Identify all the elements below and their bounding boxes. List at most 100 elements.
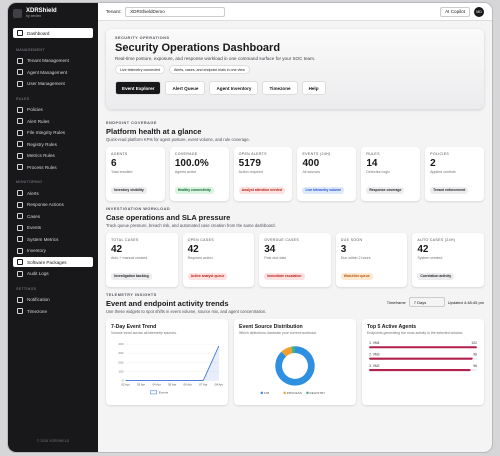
bar xyxy=(369,346,477,349)
bar xyxy=(369,369,471,372)
kpi-note: Past due date xyxy=(264,256,287,260)
kpi-value: 5179 xyxy=(238,158,261,169)
nav-groups: MANAGEMENT Tenant Management Agent Managem… xyxy=(13,40,93,318)
agent-value: 102 xyxy=(471,341,477,345)
nav-item[interactable]: Notification xyxy=(13,295,93,305)
section-title: Event and endpoint activity trends xyxy=(106,299,229,308)
nav-item[interactable]: Metrics Rules xyxy=(13,151,93,161)
sidebar-footer: © 2026 XDRSHIELD xyxy=(36,439,70,443)
kpi-label: EVENTS (24H) xyxy=(302,152,331,156)
copilot-button[interactable]: AI Copilot xyxy=(440,6,470,17)
section-title: Platform health at a glance xyxy=(106,127,202,136)
legend-dot xyxy=(260,391,264,395)
nav-label: Metrics Rules xyxy=(27,153,55,158)
nav-item[interactable]: File Integrity Rules xyxy=(13,128,93,138)
nav-item[interactable]: Events xyxy=(13,223,93,233)
widget-title: Event Source Distribution xyxy=(239,324,303,330)
kpi-note: Total enrolled xyxy=(111,170,133,174)
buttons: Event Explorer Alert Queue Agent Inventory… xyxy=(115,81,475,95)
nav-item[interactable]: Policies xyxy=(13,105,93,115)
pills: Live telemetry connected Alerts, cases, a… xyxy=(115,65,475,74)
nav-item[interactable]: Tenant Management xyxy=(13,56,93,66)
nav-icon xyxy=(17,247,23,254)
kpi-value: 3 xyxy=(340,244,347,255)
kpi-note: Action required xyxy=(238,170,263,174)
nav-item[interactable]: Registry Rules xyxy=(13,139,93,149)
nav-item[interactable]: Process Rules xyxy=(13,162,93,172)
nav-icon xyxy=(17,236,23,242)
nav-item[interactable]: System Metrics xyxy=(13,234,93,244)
nav-icon xyxy=(17,213,23,219)
kpi-note: All sources xyxy=(302,170,321,174)
nav-icon xyxy=(17,224,23,231)
hero-button[interactable]: Alert Queue xyxy=(165,81,206,95)
section-subtitle: Use these widgets to spot shifts in even… xyxy=(106,309,267,314)
nav-item[interactable]: Alert Rules xyxy=(13,116,93,126)
kpi-badge: Analyst attention needed xyxy=(238,186,285,194)
nav-icon xyxy=(17,201,23,208)
nav-icon xyxy=(17,118,23,124)
nav-label: Response Actions xyxy=(27,202,64,207)
nav-icon xyxy=(17,190,23,196)
nav-item[interactable]: Audit Logs xyxy=(13,269,93,279)
nav-label: Alerts xyxy=(27,190,39,196)
x-tick-label: 04 Apr xyxy=(152,383,160,387)
kpi-card: EVENTS (24H) 400 All sources Live telemetry… xyxy=(297,147,357,201)
pie-slice xyxy=(291,346,295,354)
hero-button[interactable]: Event Explorer xyxy=(115,81,162,95)
hero: SECURITY OPERATIONS Security Operations … xyxy=(106,29,484,109)
nav-label: Timezone xyxy=(27,308,47,314)
pie-slice xyxy=(281,346,293,357)
nav-item[interactable]: Timezone xyxy=(13,306,93,316)
kpi-value: 34 xyxy=(264,244,276,255)
avatar[interactable]: MD xyxy=(474,6,484,17)
y-tick-label: 300 xyxy=(118,351,123,355)
kpi-label: AGENTS xyxy=(111,152,128,156)
widget: Top 5 Active Agents Endpoints generating … xyxy=(362,319,484,405)
chart: 1. VM4 102 2. VM3 98 3. VM2 96 xyxy=(369,341,477,372)
agent-value: 96 xyxy=(473,364,477,368)
nav-label: Software Packages xyxy=(27,259,67,265)
kpi-cards: TOTAL CASES 42 Auto + manual created Invest… xyxy=(106,233,484,287)
nav-heading: MANAGEMENT xyxy=(16,47,45,52)
hero-button[interactable]: Agent Inventory xyxy=(209,81,259,95)
nav-item[interactable]: Agent Management xyxy=(13,67,93,77)
nav-icon xyxy=(17,308,23,314)
nav-item[interactable]: Dashboard xyxy=(13,28,93,38)
tenant-select[interactable]: XDRShieldDemo xyxy=(125,6,226,17)
nav-item[interactable]: Response Actions xyxy=(13,200,93,210)
kpi-value: 14 xyxy=(366,158,378,169)
widget-subtitle: Which detections dominate your current w… xyxy=(239,331,317,335)
kpi-label: RULES xyxy=(366,152,380,156)
legend-label: PROCESS xyxy=(287,391,302,395)
hero-button[interactable]: Help xyxy=(301,81,326,95)
section-eyebrow: ENDPOINT COVERAGE xyxy=(106,121,157,125)
line-series xyxy=(125,345,220,381)
kpi-badge: Correlation activity xyxy=(417,272,455,280)
kpi-label: TOTAL CASES xyxy=(111,238,139,242)
kpi-value: 6 xyxy=(111,158,117,169)
nav-heading: MONITORING xyxy=(16,180,43,184)
chart: FIM PROCESS REGISTRY xyxy=(260,346,325,395)
brand: XDRShield by xerdex xyxy=(13,8,93,18)
y-tick-label: 0 xyxy=(122,378,124,382)
status-pill: Live telemetry connected xyxy=(115,65,165,74)
kpi-value: 42 xyxy=(111,244,123,255)
nav-item[interactable]: Inventory xyxy=(13,246,93,256)
nav-icon xyxy=(17,141,23,147)
kpi-card: POLICIES 2 Applied controls Tenant enforcem… xyxy=(425,147,484,201)
section-title: Case operations and SLA pressure xyxy=(106,213,231,222)
widgets: 7-Day Event Trend Volume trend across all… xyxy=(106,319,484,405)
kpi-note: Detection logic xyxy=(366,170,390,174)
nav-item[interactable]: User Management xyxy=(13,79,93,89)
nav-label: Registry Rules xyxy=(27,141,57,147)
hero-button[interactable]: Timezone xyxy=(262,81,298,95)
kpi-badge: Immediate escalation xyxy=(264,272,305,280)
nav-item[interactable]: Cases xyxy=(13,211,93,221)
nav-item[interactable]: Alerts xyxy=(13,188,93,198)
timeframe-select[interactable]: 7 Days xyxy=(408,297,445,307)
nav-label: Alert Rules xyxy=(27,118,50,124)
kpi-value: 42 xyxy=(417,244,429,255)
nav-item[interactable]: Software Packages xyxy=(13,257,93,267)
telemetry-section: Timeframe 7 Days Updated 4:48:45 pm TELEME… xyxy=(98,293,492,405)
